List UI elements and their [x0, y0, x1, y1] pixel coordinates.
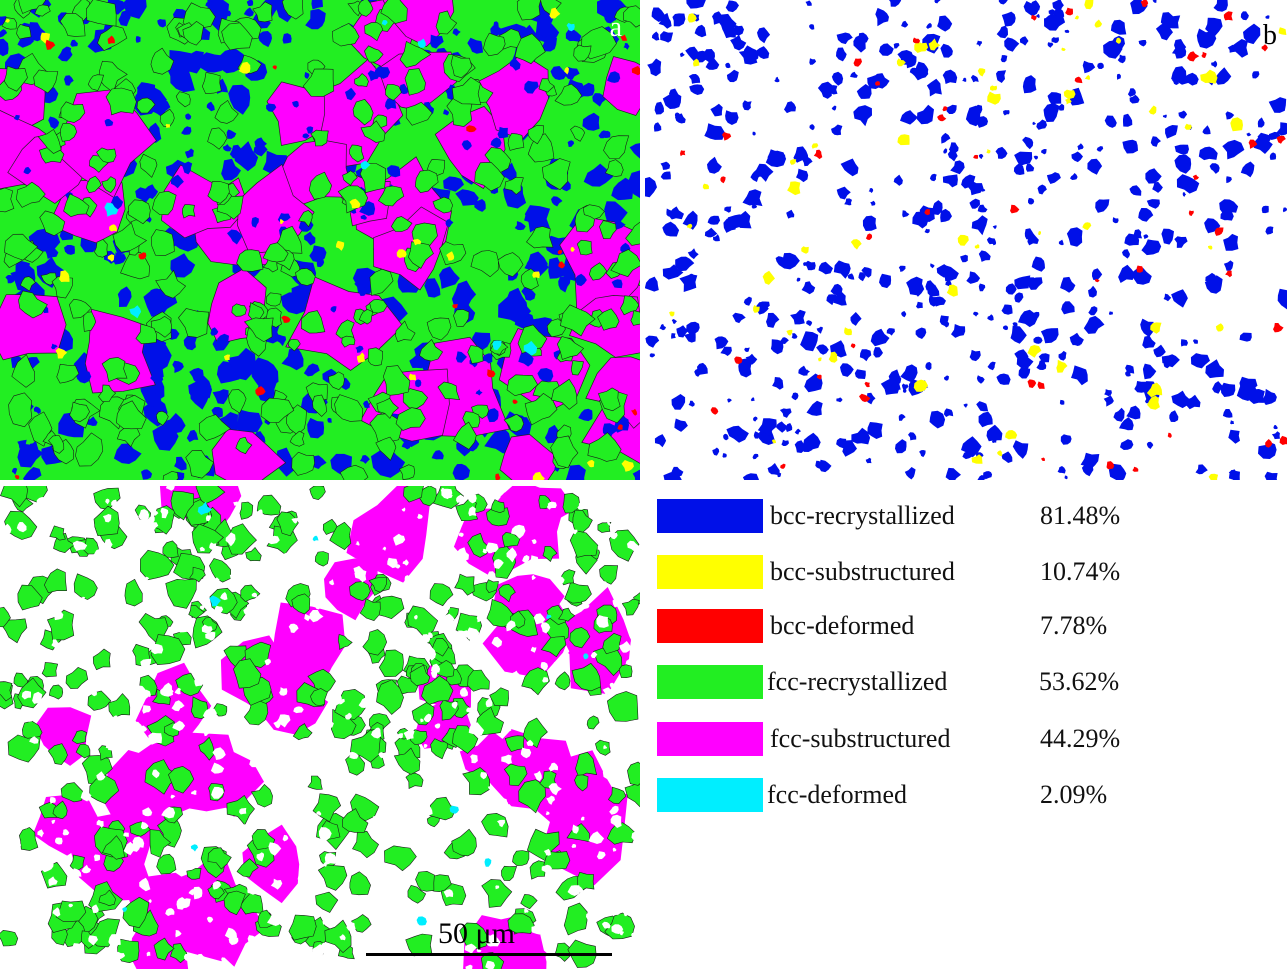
grain-map-combined — [0, 0, 640, 480]
legend-label: fcc-substructured — [770, 724, 951, 753]
legend-swatch — [657, 778, 763, 812]
legend-swatch — [657, 499, 763, 533]
panel-label-c: c — [605, 502, 618, 533]
grain-map-fcc — [0, 486, 640, 969]
grain-map-bcc — [645, 0, 1287, 480]
scale-bar-label: 50 μm — [438, 917, 515, 950]
legend-item-fcc-substructured: fcc-substructured 44.29% — [657, 722, 1277, 756]
legend-percent: 7.78% — [1040, 611, 1108, 640]
legend-label: bcc-substructured — [770, 557, 955, 586]
legend-percent: 2.09% — [1040, 780, 1108, 809]
panel-label-a: a — [609, 12, 622, 43]
legend-item-bcc-recrystallized: bcc-recrystallized 81.48% — [657, 499, 1277, 533]
legend-percent: 53.62% — [1039, 667, 1120, 696]
scale-bar — [366, 953, 612, 956]
legend-item-fcc-deformed: fcc-deformed 2.09% — [657, 778, 1277, 812]
legend-swatch — [657, 722, 763, 756]
micrograph-panel-a: a — [0, 0, 640, 480]
micrograph-panel-b: b — [645, 0, 1287, 480]
legend-label: fcc-deformed — [767, 780, 908, 809]
legend-label: bcc-deformed — [770, 611, 915, 640]
panel-label-b: b — [1263, 20, 1277, 51]
micrograph-panel-c: c 50 μm — [0, 486, 640, 969]
legend-percent: 44.29% — [1040, 724, 1121, 753]
legend-swatch — [657, 555, 763, 589]
legend-percent: 81.48% — [1040, 501, 1121, 530]
legend-item-fcc-recrystallized: fcc-recrystallized 53.62% — [657, 665, 1277, 699]
legend-label: bcc-recrystallized — [770, 501, 955, 530]
legend-percent: 10.74% — [1040, 557, 1121, 586]
legend-swatch — [657, 665, 763, 699]
legend-item-bcc-deformed: bcc-deformed 7.78% — [657, 609, 1277, 643]
legend-item-bcc-substructured: bcc-substructured 10.74% — [657, 555, 1277, 589]
legend-label: fcc-recrystallized — [767, 667, 948, 696]
legend-swatch — [657, 609, 763, 643]
